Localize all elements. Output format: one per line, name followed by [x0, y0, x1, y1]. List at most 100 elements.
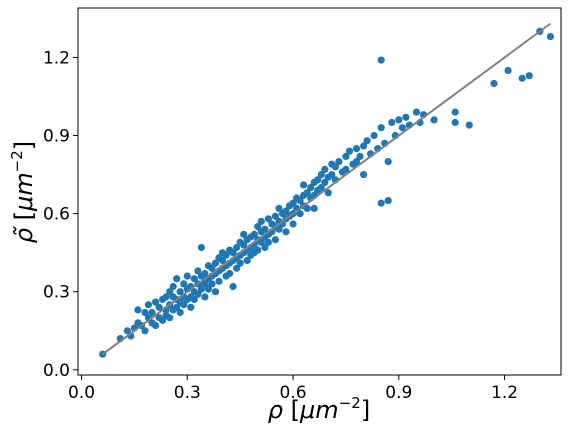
- data-point: [183, 272, 191, 280]
- data-point: [342, 165, 350, 173]
- data-point: [275, 204, 283, 212]
- y-tick-label: 0.6: [43, 205, 70, 225]
- data-point: [282, 207, 290, 215]
- data-point: [162, 293, 170, 301]
- data-point: [324, 189, 332, 197]
- data-point: [134, 306, 142, 314]
- data-point: [328, 171, 336, 179]
- data-point: [204, 285, 212, 293]
- data-point: [296, 210, 304, 218]
- data-point: [303, 189, 311, 197]
- data-point: [176, 308, 184, 317]
- x-axis-label: ρ [μm−2]: [268, 394, 370, 424]
- data-point: [504, 66, 512, 75]
- data-point: [190, 275, 198, 283]
- points-layer: [99, 27, 555, 358]
- data-point: [123, 327, 131, 335]
- data-point: [321, 165, 329, 173]
- data-point: [307, 184, 315, 192]
- data-point: [180, 280, 188, 288]
- data-point: [240, 230, 248, 238]
- data-point: [257, 217, 265, 225]
- data-point: [159, 316, 167, 324]
- x-axis-label-close: ]: [361, 396, 370, 424]
- data-point: [197, 243, 205, 252]
- data-point: [321, 178, 329, 186]
- data-point: [180, 301, 188, 309]
- data-point: [402, 113, 410, 121]
- data-point: [451, 118, 459, 127]
- data-point: [141, 327, 149, 335]
- data-point: [166, 288, 174, 296]
- data-point: [370, 131, 378, 140]
- data-point: [412, 108, 421, 116]
- y-axis-ticks: 0.0 0.3 0.6 0.9 1.2: [43, 48, 78, 381]
- x-axis-label-unit: μm: [299, 396, 339, 424]
- data-point: [451, 108, 459, 116]
- data-point: [208, 264, 216, 272]
- y-tick-label: 0.9: [43, 127, 70, 147]
- data-point: [190, 295, 198, 304]
- data-point: [356, 152, 364, 160]
- data-point: [296, 197, 304, 205]
- data-point: [229, 249, 237, 257]
- x-tick-label: 0.6: [280, 383, 307, 403]
- data-point: [300, 181, 308, 189]
- reference-line-layer: [102, 22, 552, 355]
- y-tick-label: 0.3: [43, 283, 70, 303]
- data-point: [335, 158, 343, 166]
- data-point: [254, 246, 262, 254]
- data-point: [317, 184, 325, 192]
- data-point: [282, 228, 290, 236]
- data-point: [360, 171, 368, 179]
- data-point: [398, 124, 406, 132]
- data-point: [377, 199, 385, 207]
- data-point: [222, 251, 230, 259]
- data-point: [169, 282, 177, 291]
- data-point: [148, 308, 156, 317]
- data-point: [243, 256, 251, 265]
- data-point: [430, 116, 438, 124]
- data-point: [187, 303, 195, 311]
- data-point: [211, 259, 220, 267]
- data-point: [197, 285, 205, 293]
- data-point: [289, 220, 297, 228]
- data-point: [275, 225, 283, 233]
- data-point: [201, 280, 209, 288]
- x-axis-label-open: [: [283, 396, 300, 424]
- data-point: [211, 288, 220, 296]
- data-point: [331, 163, 339, 171]
- y-axis-label-exponent: −2: [8, 150, 26, 172]
- x-axis-label-symbol: ρ: [268, 396, 283, 424]
- data-point: [152, 298, 160, 306]
- data-point: [201, 293, 209, 301]
- y-axis-label-unit: μm: [10, 172, 38, 212]
- data-point: [377, 124, 385, 132]
- data-point: [314, 176, 322, 184]
- x-axis-ticks: 0.0 0.3 0.6 0.9 1.2: [68, 375, 518, 403]
- x-tick-label: 0.9: [385, 383, 412, 403]
- x-tick-label: 1.2: [491, 383, 518, 403]
- y-axis-label-close: ]: [10, 141, 38, 150]
- data-point: [465, 121, 473, 129]
- plot-frame: [77, 7, 562, 376]
- reference-line: [102, 22, 552, 355]
- data-point: [201, 269, 209, 278]
- data-point: [264, 238, 272, 246]
- data-point: [254, 223, 262, 231]
- data-point: [233, 243, 241, 252]
- data-point: [384, 158, 392, 166]
- data-point: [525, 72, 533, 80]
- data-point: [377, 56, 385, 64]
- data-point: [261, 225, 269, 233]
- data-point: [264, 215, 272, 223]
- x-tick-label: 0.3: [174, 383, 201, 403]
- data-point: [240, 241, 248, 249]
- data-point: [141, 308, 149, 317]
- y-axis-label: ρ̃ [μm−2]: [8, 141, 38, 243]
- y-tick-label: 0.0: [43, 361, 70, 381]
- data-point: [176, 288, 184, 296]
- data-point: [303, 204, 311, 212]
- data-point: [218, 256, 227, 265]
